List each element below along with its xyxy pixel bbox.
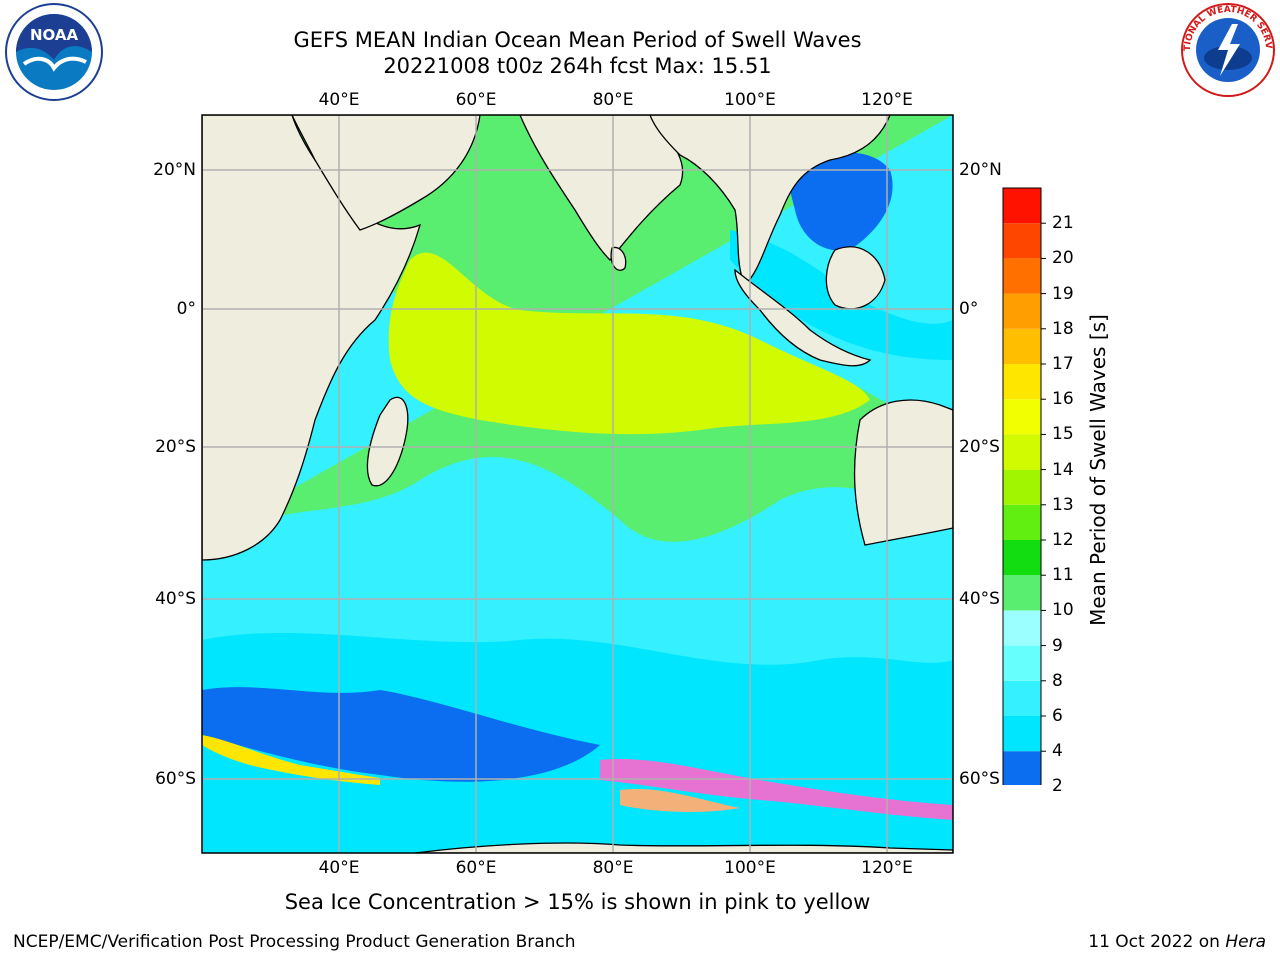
lon-tick-top: 120°E [861, 90, 913, 110]
colorbar-swatch [1003, 399, 1041, 435]
colorbar-tick-label: 9 [1052, 635, 1063, 656]
svg-text:NOAA: NOAA [30, 26, 79, 44]
lon-tick-bottom: 120°E [861, 858, 913, 878]
national-weather-service-logo: NATIONAL WEATHER SERVICE [1180, 2, 1275, 97]
colorbar-swatch [1003, 680, 1041, 716]
sumatra-java [734, 268, 872, 367]
sea-ice-band [202, 735, 380, 785]
colorbar-tick-label: 18 [1052, 318, 1074, 339]
colorbar-swatch [1003, 188, 1041, 224]
chart-title: GEFS MEAN Indian Ocean Mean Period of Sw… [293, 28, 862, 52]
colorbar-swatch [1003, 751, 1041, 785]
lat-tick-left: 20°N [153, 160, 196, 180]
lat-tick-right: 20°S [959, 437, 1000, 457]
colorbar-swatch [1003, 469, 1041, 505]
lat-tick-left: 0° [176, 299, 196, 319]
colorbar-swatch [1003, 575, 1041, 611]
footer-credit: NCEP/EMC/Verification Post Processing Pr… [13, 932, 576, 952]
chart-subtitle: 20221008 t00z 264h fcst Max: 15.51 [383, 54, 772, 78]
noaa-logo: NOAA [5, 3, 103, 101]
colorbar-tick-label: 17 [1052, 354, 1074, 374]
sea-ice-band [620, 789, 740, 812]
colorbar-tick-label: 14 [1052, 459, 1074, 480]
lat-tick-left: 40°S [155, 589, 196, 609]
lat-tick-right: 60°S [959, 769, 1000, 789]
colorbar-swatch [1003, 364, 1041, 400]
south-china-sea [787, 152, 893, 251]
colorbar-tick-label: 20 [1052, 248, 1074, 269]
colorbar-tick-label: 6 [1052, 706, 1063, 726]
footer-date-text: 11 Oct 2022 on [1088, 932, 1226, 952]
map-frame [201, 114, 954, 854]
colorbar-tick-label: 2 [1052, 776, 1063, 797]
footer-date: 11 Oct 2022 on Hera [1088, 932, 1266, 952]
lon-tick-bottom: 80°E [592, 858, 634, 878]
colorbar-title: Mean Period of Swell Waves [s] [1086, 314, 1110, 626]
lon-tick-top: 40°E [318, 90, 360, 110]
colorbar-swatch [1003, 258, 1041, 294]
sea-ice-edge [202, 735, 953, 820]
lon-tick-top: 60°E [455, 90, 497, 110]
colorbar [1002, 187, 1046, 785]
antarctica [414, 842, 953, 853]
colorbar-swatch [1003, 540, 1041, 576]
colorbar-tick-label: 4 [1052, 741, 1063, 762]
colorbar-swatch [1003, 610, 1041, 646]
sri-lanka [610, 246, 627, 271]
colorbar-tick-label: 11 [1052, 565, 1074, 586]
lat-tick-right: 20°N [959, 160, 1002, 180]
southern-ocean-short-period [202, 687, 600, 782]
colorbar-swatch [1003, 223, 1041, 259]
colorbar-tick-label: 19 [1052, 283, 1074, 304]
borneo [825, 246, 886, 310]
colorbar-swatch [1003, 504, 1041, 540]
graticule [202, 115, 953, 853]
lon-tick-bottom: 60°E [455, 858, 497, 878]
colorbar-tick-label: 8 [1052, 670, 1063, 691]
lon-tick-top: 100°E [724, 90, 776, 110]
australia [853, 399, 953, 546]
colorbar-tick-label: 13 [1052, 494, 1074, 515]
colorbar-swatch [1003, 328, 1041, 364]
lon-tick-bottom: 100°E [724, 858, 776, 878]
lat-tick-right: 0° [959, 299, 979, 319]
colorbar-tick-label: 10 [1052, 600, 1074, 621]
lon-tick-bottom: 40°E [318, 858, 360, 878]
sea-ice-note: Sea Ice Concentration > 15% is shown in … [284, 890, 871, 914]
colorbar-tick-label: 12 [1052, 530, 1074, 550]
footer-host: Hera [1225, 932, 1266, 952]
lat-tick-right: 40°S [959, 589, 1000, 609]
lat-tick-left: 60°S [155, 769, 196, 789]
colorbar-tick-label: 16 [1052, 389, 1074, 410]
colorbar-swatch [1003, 645, 1041, 681]
landmasses [202, 115, 953, 853]
colorbar-tick-label: 15 [1052, 424, 1074, 445]
sea-ice-band [600, 759, 953, 820]
colorbar-swatch [1003, 293, 1041, 329]
colorbar-swatch [1003, 716, 1041, 752]
lat-tick-left: 20°S [155, 437, 196, 457]
colorbar-tick-label: 21 [1052, 213, 1074, 234]
colorbar-swatch [1003, 434, 1041, 470]
lon-tick-top: 80°E [592, 90, 634, 110]
colorbar-outline [1002, 187, 1042, 785]
